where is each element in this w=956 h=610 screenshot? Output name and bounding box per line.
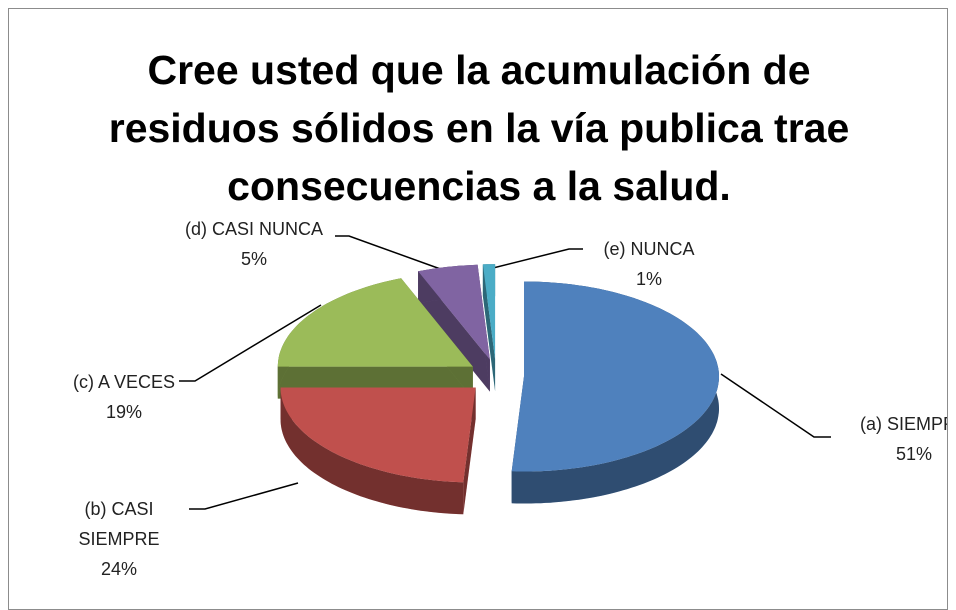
- value-label: 51%: [895, 444, 933, 464]
- chart: Cree usted que la acumulación de residuo…: [8, 8, 948, 610]
- data-label: (a) SIEMPRE 51%: [849, 409, 947, 469]
- leader-line: [720, 373, 831, 438]
- data-label: (d) CASI NUNCA 5%: [159, 214, 349, 274]
- slice: [418, 264, 490, 360]
- slice-side: [280, 387, 464, 515]
- chart-title: Cree usted que la acumulación de residuo…: [108, 47, 850, 209]
- data-label: (c) A VECES 19%: [49, 367, 199, 427]
- slice: [280, 387, 476, 483]
- leader-line: [335, 235, 447, 272]
- category-label: (e) NUNCA: [603, 239, 695, 259]
- value-label: 1%: [635, 269, 662, 289]
- data-label: (e) NUNCA 1%: [579, 234, 719, 294]
- value-label: 19%: [105, 402, 143, 422]
- category-label: (b) CASI SIEMPRE: [78, 499, 160, 549]
- value-label: 5%: [240, 249, 267, 269]
- category-label: (c) A VECES: [72, 372, 176, 392]
- value-label: 24%: [100, 559, 138, 579]
- data-label: (b) CASI SIEMPRE 24%: [69, 494, 169, 584]
- pie-area: [179, 235, 831, 515]
- slice-shade: [280, 387, 464, 515]
- leader-line: [189, 482, 299, 510]
- leader-line: [179, 304, 322, 382]
- slice: [277, 278, 473, 367]
- slice: [482, 264, 496, 360]
- slice-shade: [418, 271, 490, 392]
- slice-side: [418, 271, 490, 392]
- category-label: (d) CASI NUNCA: [184, 219, 323, 239]
- slice: [511, 281, 719, 472]
- category-label: (a) SIEMPRE: [859, 414, 947, 434]
- leader-line: [488, 248, 583, 270]
